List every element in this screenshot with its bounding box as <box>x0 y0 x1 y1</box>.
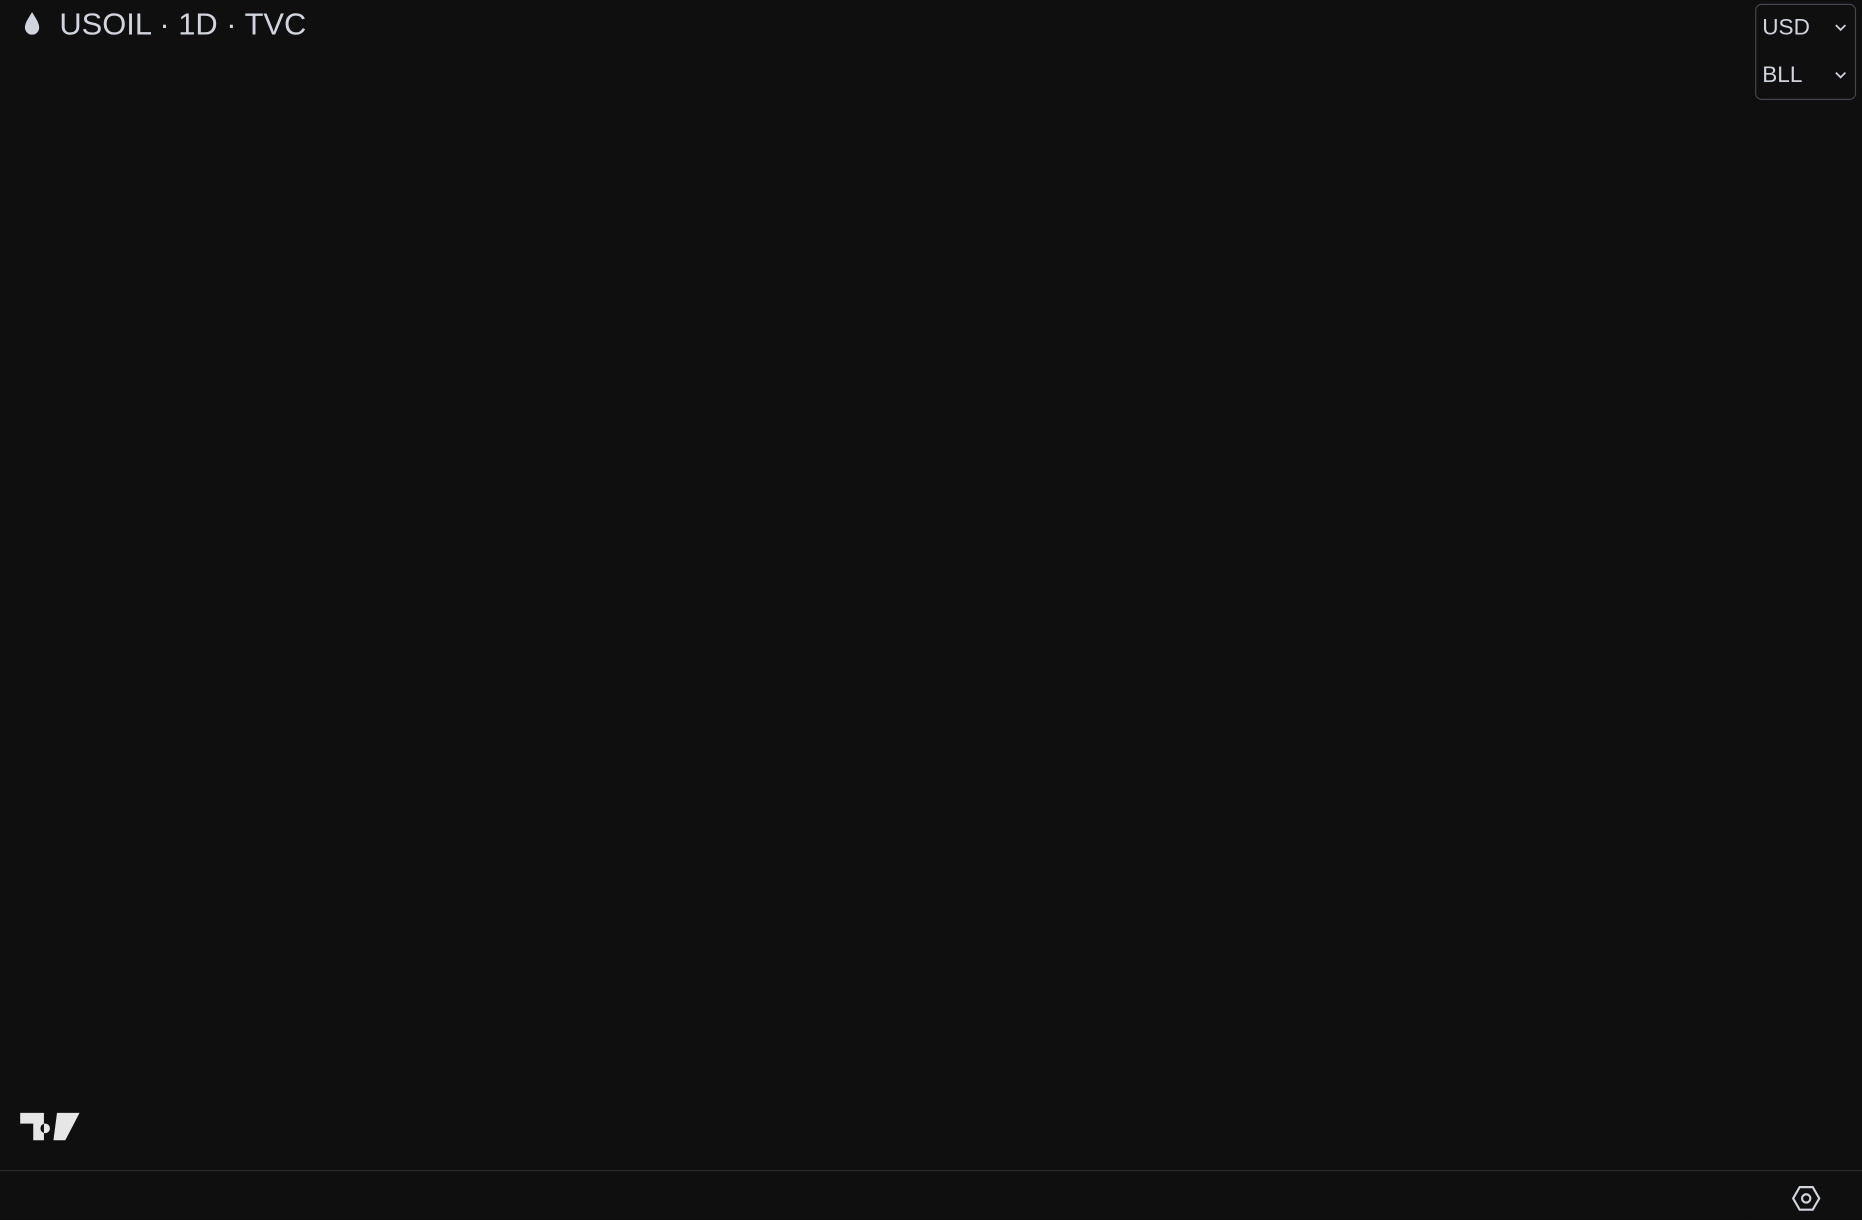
chevron <box>1835 72 1847 79</box>
gear-center <box>1800 1193 1812 1204</box>
chevron <box>1835 24 1847 32</box>
symbol-icon <box>24 12 40 35</box>
gear <box>1791 1186 1821 1211</box>
tv-logo[interactable] <box>20 1112 80 1141</box>
currency-select[interactable]: USD <box>1762 15 1810 40</box>
price-scale <box>1745 0 1862 1220</box>
symbol-title[interactable]: USOIL · 1D · TVC <box>59 7 306 42</box>
unit-select[interactable]: BLL <box>1762 62 1802 87</box>
settings-icon[interactable] <box>1791 1186 1821 1211</box>
unit-box <box>1755 3 1857 100</box>
